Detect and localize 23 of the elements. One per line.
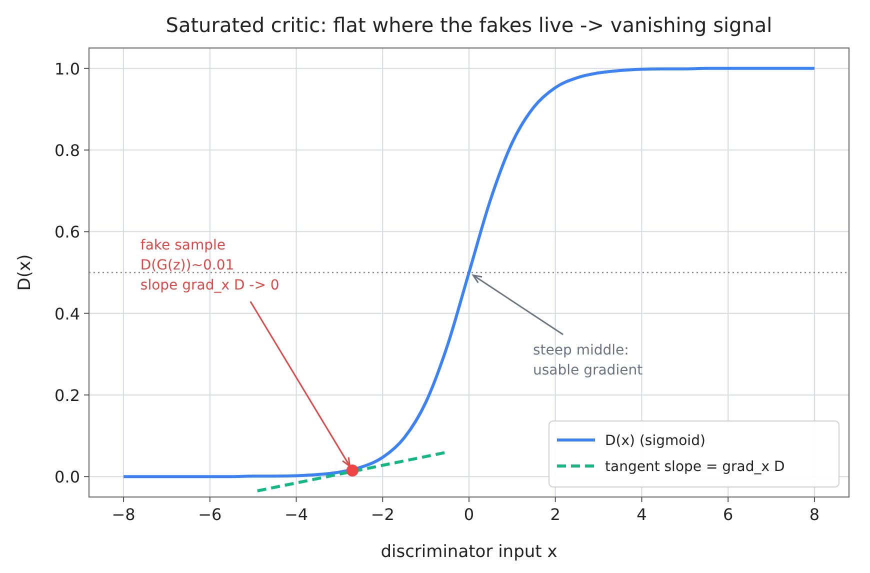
x-tick-label: 4 bbox=[636, 505, 647, 524]
y-axis-title: D(x) bbox=[15, 254, 35, 291]
y-tick-label: 0.8 bbox=[54, 141, 80, 160]
annotation: fake sample D(G(z))~0.01 slope grad_x D -> 0 bbox=[140, 237, 280, 294]
x-tick-label: −2 bbox=[370, 505, 394, 524]
y-tick-label: 0.6 bbox=[54, 222, 80, 242]
y-tick-label: 0.4 bbox=[54, 304, 80, 324]
x-tick-label: −8 bbox=[112, 505, 136, 524]
x-tick-label: 8 bbox=[809, 505, 820, 524]
annotation: steep middle: usable gradient bbox=[533, 342, 644, 378]
legend-label: tangent slope = grad_x D bbox=[605, 459, 785, 475]
chart-title: Saturated critic: flat where the fakes live -> vanishing signal bbox=[166, 13, 772, 37]
x-axis-title: discriminator input x bbox=[380, 542, 558, 562]
y-tick-label: 1.0 bbox=[54, 59, 80, 78]
x-tick-label: −6 bbox=[198, 505, 222, 524]
y-tick-label: 0.2 bbox=[54, 386, 80, 405]
x-tick-label: 6 bbox=[722, 505, 734, 524]
x-tick-label: 2 bbox=[550, 505, 560, 524]
x-tick-label: 0 bbox=[464, 505, 474, 524]
legend-label: D(x) (sigmoid) bbox=[605, 433, 706, 449]
x-tick-label: −4 bbox=[284, 505, 308, 524]
y-tick-label: 0.0 bbox=[54, 468, 80, 487]
line-series bbox=[122, 66, 816, 478]
